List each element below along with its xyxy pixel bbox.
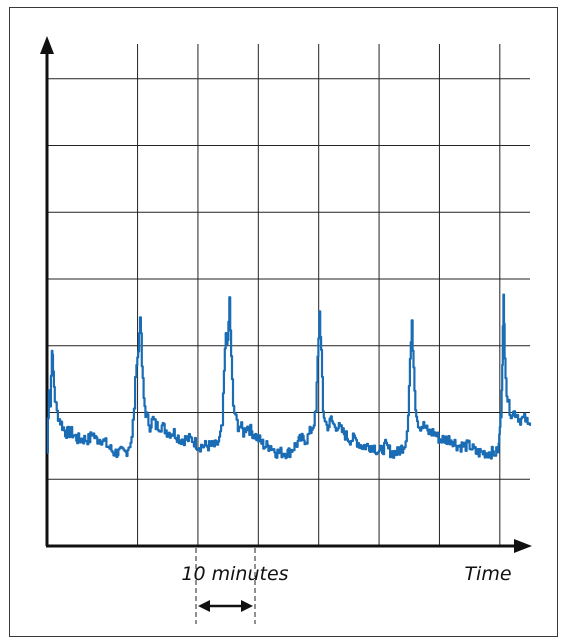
- series-line: [46, 293, 532, 460]
- scale-bar: [195, 548, 256, 624]
- scale-arrowhead-right: [241, 600, 253, 612]
- x-axis-arrowhead: [514, 539, 532, 553]
- scale-label: 10 minutes: [181, 563, 288, 585]
- grid: [47, 44, 530, 546]
- scale-arrowhead-left: [198, 600, 210, 612]
- y-axis-arrowhead: [40, 36, 54, 54]
- x-axis-label: Time: [464, 563, 511, 585]
- axes: [40, 36, 532, 553]
- figure-frame: [9, 7, 558, 637]
